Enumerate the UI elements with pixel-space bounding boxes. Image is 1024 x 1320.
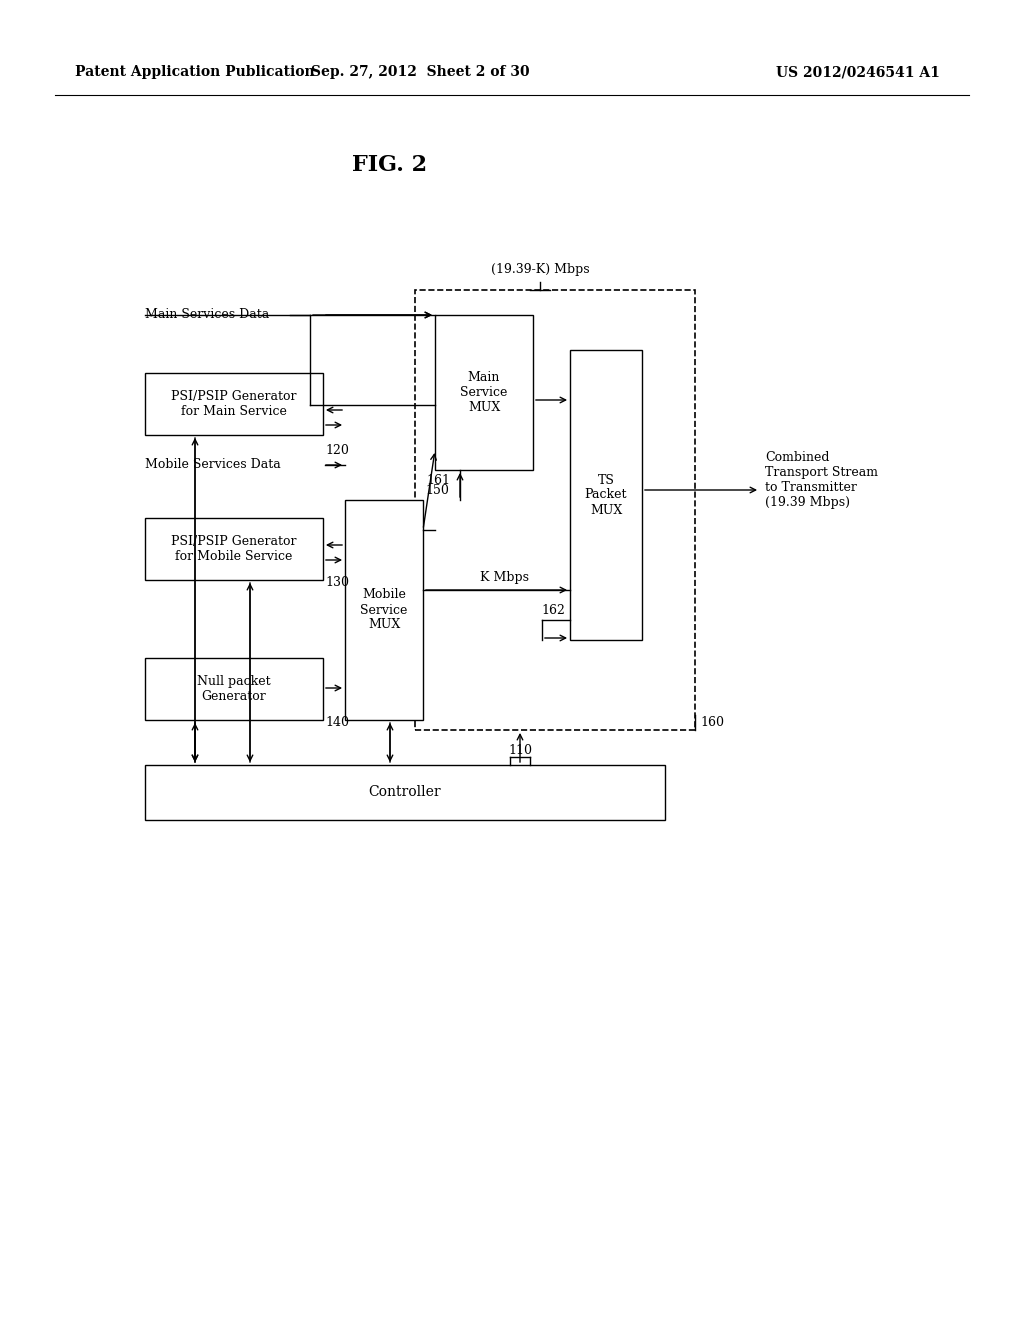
Text: PSI/PSIP Generator
for Mobile Service: PSI/PSIP Generator for Mobile Service — [171, 535, 297, 564]
Text: 130: 130 — [325, 577, 349, 590]
Text: Controller: Controller — [369, 785, 441, 800]
Text: Mobile
Service
MUX: Mobile Service MUX — [360, 589, 408, 631]
Text: US 2012/0246541 A1: US 2012/0246541 A1 — [776, 65, 940, 79]
Text: Combined
Transport Stream
to Transmitter
(19.39 Mbps): Combined Transport Stream to Transmitter… — [765, 451, 878, 510]
Bar — [415, 290, 695, 730]
Text: 160: 160 — [700, 717, 724, 730]
Bar — [145, 374, 323, 436]
Text: 140: 140 — [325, 717, 349, 730]
Text: PSI/PSIP Generator
for Main Service: PSI/PSIP Generator for Main Service — [171, 389, 297, 418]
Text: Main
Service
MUX: Main Service MUX — [461, 371, 508, 414]
Text: 110: 110 — [508, 743, 532, 756]
Bar — [145, 657, 323, 719]
Text: Main Services Data: Main Services Data — [145, 309, 269, 322]
Text: K Mbps: K Mbps — [480, 572, 529, 585]
Text: 150: 150 — [425, 483, 449, 496]
Text: 161: 161 — [426, 474, 450, 487]
Text: TS
Packet
MUX: TS Packet MUX — [585, 474, 628, 516]
Text: Mobile Services Data: Mobile Services Data — [145, 458, 281, 471]
Bar — [145, 517, 323, 579]
Bar — [145, 766, 665, 820]
Bar — [345, 500, 423, 719]
Text: Sep. 27, 2012  Sheet 2 of 30: Sep. 27, 2012 Sheet 2 of 30 — [310, 65, 529, 79]
Text: 162: 162 — [541, 603, 565, 616]
Text: 120: 120 — [325, 444, 349, 457]
Text: Patent Application Publication: Patent Application Publication — [75, 65, 314, 79]
Text: FIG. 2: FIG. 2 — [352, 154, 428, 176]
Bar — [435, 315, 534, 470]
Bar — [570, 350, 642, 640]
Text: Null packet
Generator: Null packet Generator — [198, 675, 270, 704]
Text: (19.39-K) Mbps: (19.39-K) Mbps — [490, 264, 590, 276]
